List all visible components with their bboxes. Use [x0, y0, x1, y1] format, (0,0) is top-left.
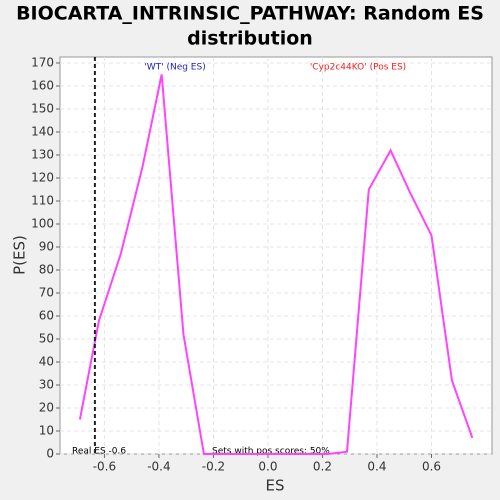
x-tick-label: -0.2 [202, 460, 225, 474]
y-tick-label: 160 [31, 78, 54, 92]
x-tick-label: -0.4 [147, 460, 170, 474]
sets-label: Sets with pos scores: 50% [212, 447, 330, 457]
y-tick-label: 80 [39, 262, 54, 276]
y-tick-label: 150 [31, 101, 54, 115]
chart-title-line2: distribution [187, 28, 313, 50]
chart-title-line1: BIOCARTA_INTRINSIC_PATHWAY: Random ES [16, 3, 484, 25]
y-tick-label: 110 [31, 193, 54, 207]
plot-area [59, 56, 493, 455]
y-tick-label: 60 [39, 308, 54, 322]
real-es-label: Real ES -0.6 [72, 447, 126, 457]
y-axis-label: P(ES) [11, 235, 29, 275]
x-tick-label: 0.4 [367, 460, 386, 474]
y-tick-label: 50 [39, 331, 54, 345]
y-tick-label: 100 [31, 216, 54, 230]
y-tick-label: 130 [31, 147, 54, 161]
neg-label: 'WT' (Neg ES) [144, 63, 205, 73]
y-tick-label: 90 [39, 239, 54, 253]
pos-label: 'Cyp2c44KO' (Pos ES) [310, 63, 406, 73]
y-tick-label: 10 [39, 423, 54, 437]
y-tick-label: 0 [46, 447, 54, 461]
y-tick-label: 30 [39, 377, 54, 391]
es-line [78, 74, 474, 455]
x-tick-label: 0.6 [422, 460, 441, 474]
y-tick-label: 70 [39, 285, 54, 299]
y-tick-label: 20 [39, 400, 54, 414]
x-axis-label: ES [266, 477, 285, 495]
x-tick-label: -0.6 [93, 460, 116, 474]
y-tick-label: 170 [31, 55, 54, 69]
y-tick-label: 120 [31, 170, 54, 184]
x-tick-label: 0.0 [258, 460, 277, 474]
y-tick-label: 140 [31, 124, 54, 138]
x-tick-label: 0.2 [313, 460, 332, 474]
y-tick-label: 40 [39, 354, 54, 368]
